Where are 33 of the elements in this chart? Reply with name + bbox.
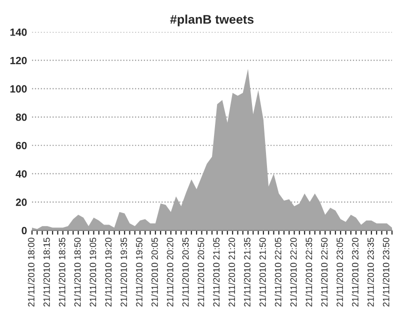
x-tick-label: 21/11/2010 23:20 <box>352 238 358 306</box>
x-tick-label: 21/11/2010 21:35 <box>244 238 250 306</box>
y-tick-label: 60 <box>16 142 27 150</box>
y-tick-label: 20 <box>16 198 27 206</box>
x-tick-label: 21/11/2010 22:35 <box>306 238 312 306</box>
y-tick-label: 100 <box>10 85 27 93</box>
x-tick-label: 21/11/2010 22:05 <box>274 238 282 306</box>
x-tick-label: 21/11/2010 18:00 <box>28 238 34 306</box>
y-tick-label: 120 <box>10 56 27 64</box>
chart-title: #planB tweets <box>170 14 254 26</box>
x-tick-label: 21/11/2010 21:05 <box>212 238 220 306</box>
x-tick-label: 21/11/2010 23:50 <box>382 238 390 306</box>
x-tick-label: 21/11/2010 20:05 <box>151 238 158 306</box>
x-tick-label: 21/11/2010 23:05 <box>336 238 343 306</box>
x-tick-label: 21/11/2010 21:20 <box>228 238 235 306</box>
x-tick-label: 21/11/2010 21:50 <box>259 238 266 306</box>
x-tick-label: 21/11/2010 20:50 <box>198 238 204 306</box>
x-tick-label: 21/11/2010 22:20 <box>290 238 297 306</box>
x-tick-label: 21/11/2010 18:35 <box>58 238 66 306</box>
y-tick-label: 0 <box>22 226 27 234</box>
x-tick-label: 21/11/2010 19:05 <box>90 238 96 306</box>
y-tick-label: 80 <box>16 114 27 121</box>
x-tick-label: 21/11/2010 22:50 <box>320 238 328 306</box>
x-tick-label: 21/11/2010 23:35 <box>367 238 374 306</box>
x-tick-label: 21/11/2010 18:15 <box>43 238 50 306</box>
y-tick-label: 40 <box>16 170 27 178</box>
x-tick-label: 21/11/2010 18:50 <box>74 238 81 306</box>
x-tick-label: 21/11/2010 19:20 <box>104 238 112 306</box>
x-tick-label: 21/11/2010 19:50 <box>136 238 142 306</box>
y-tick-label: 140 <box>10 28 27 36</box>
x-tick-label: 21/11/2010 19:35 <box>120 238 127 306</box>
x-tick-label: 21/11/2010 20:35 <box>182 238 189 306</box>
x-tick-label: 21/11/2010 20:20 <box>166 238 174 306</box>
